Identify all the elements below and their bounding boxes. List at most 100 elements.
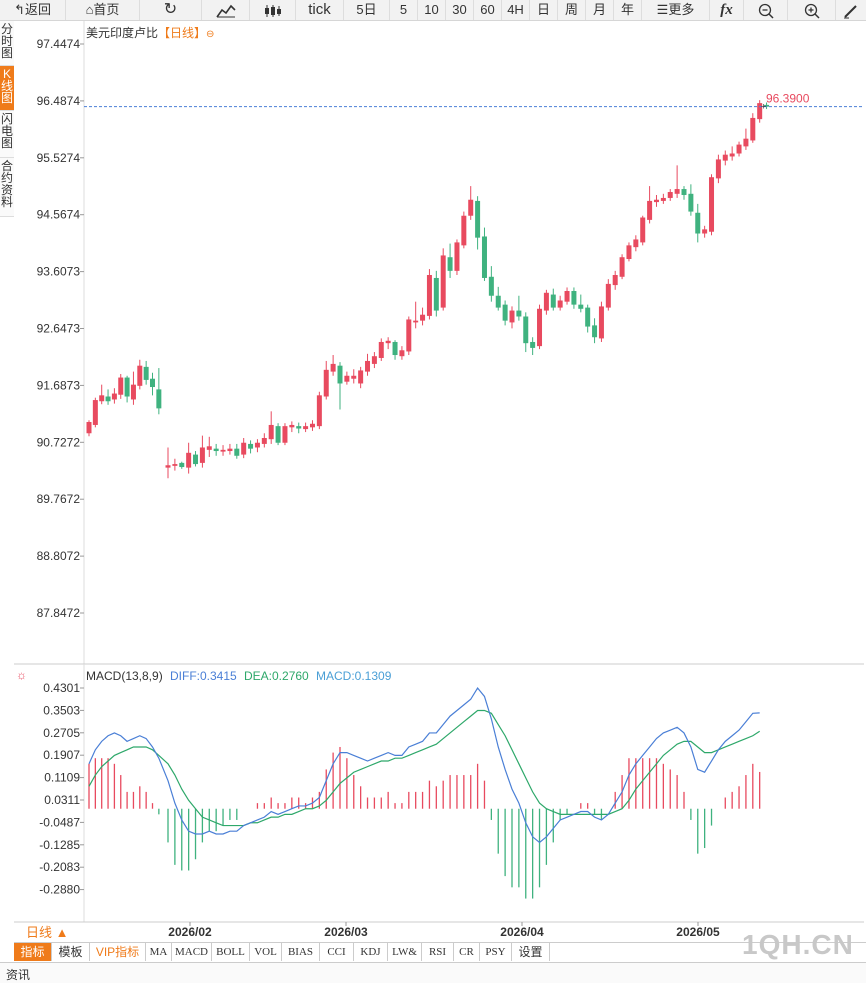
candle-body (92, 400, 98, 425)
candle-body (433, 277, 439, 311)
candle-body (722, 154, 728, 161)
nav-contract[interactable]: 合约资料 (0, 158, 14, 217)
period-month-button[interactable]: 月 (586, 0, 614, 20)
back-button[interactable]: ↰返回 (0, 0, 66, 20)
indicator-tab[interactable]: LW& (388, 943, 422, 961)
last-price-label: 96.3900 (766, 92, 810, 106)
period-select[interactable]: 日线 ▲ (14, 925, 84, 941)
candle-body (179, 462, 185, 468)
candle-body (99, 395, 105, 402)
candle-body (557, 300, 563, 308)
candle-chart-button[interactable] (250, 0, 296, 20)
indicator-tab[interactable]: 模板 (52, 943, 90, 961)
period-5-button[interactable]: 5 (390, 0, 418, 20)
refresh-button[interactable]: ↻ (140, 0, 202, 20)
candle-body (337, 365, 343, 384)
candle-body (454, 242, 460, 271)
footer: 资讯 1QH.CN (0, 929, 866, 983)
candle-body (365, 360, 371, 372)
indicator-tab-bar: 指标 模板 VIP指标 MA MACD BOLL VOL BIAS CCI KDJ LW& RSI CR… (14, 942, 866, 961)
candle-body (447, 257, 453, 271)
candle-body (420, 314, 426, 321)
nav-timeshare[interactable]: 分时图 (0, 21, 14, 66)
candle-body (105, 396, 111, 402)
home-icon: ⌂ (85, 2, 94, 17)
candle-body (399, 350, 405, 357)
period-10-button[interactable]: 10 (418, 0, 446, 20)
indicator-tab[interactable]: KDJ (354, 943, 388, 961)
indicator-tab[interactable]: PSY (480, 943, 512, 961)
candle-body (543, 292, 549, 311)
candle-body (729, 153, 735, 157)
indicator-tab[interactable]: BIAS (282, 943, 320, 961)
indicator-tab[interactable]: MACD (172, 943, 212, 961)
candle-body (261, 437, 267, 444)
period-year-button[interactable]: 年 (614, 0, 642, 20)
candle-body (124, 377, 130, 397)
refresh-icon: ↻ (163, 1, 178, 18)
nav-flash[interactable]: 闪电图 (0, 111, 14, 158)
indicator-tab[interactable]: CCI (320, 943, 354, 961)
candle-body (296, 426, 302, 429)
macd-tick-label: 0.0311 (44, 793, 80, 807)
candle-body (523, 316, 529, 344)
zoom-in-icon (804, 3, 820, 19)
macd-tick-label: 0.1907 (43, 748, 80, 762)
candle-body (660, 197, 666, 201)
formula-button[interactable]: fx (710, 0, 744, 20)
period-week-button[interactable]: 周 (558, 0, 586, 20)
price-tick-label: 88.8072 (37, 549, 81, 563)
five-day-button[interactable]: 5日 (344, 0, 390, 20)
zoom-out-icon (758, 3, 774, 19)
nav-kline[interactable]: K线图 (0, 66, 14, 111)
macd-tick-label: 0.1109 (44, 771, 80, 785)
candle-body (351, 375, 357, 379)
indicator-tab[interactable]: 设置 (512, 943, 550, 961)
zoom-in-button[interactable] (788, 0, 836, 20)
candle-body (598, 306, 604, 339)
line-chart-button[interactable] (202, 0, 250, 20)
indicator-tab[interactable]: MA (146, 943, 172, 961)
candle-body (743, 138, 749, 147)
news-tab[interactable]: 资讯 (6, 968, 31, 982)
indicator-tab[interactable]: RSI (422, 943, 454, 961)
home-button[interactable]: ⌂首页 (66, 0, 140, 20)
period-30-button[interactable]: 30 (446, 0, 474, 20)
candle-body (130, 384, 136, 400)
candle-body (227, 448, 233, 452)
macd-diff-value: DIFF:0.3415 (170, 669, 237, 683)
candle-body (344, 375, 350, 382)
period-60-button[interactable]: 60 (474, 0, 502, 20)
candle-body (406, 319, 412, 352)
zoom-out-button[interactable] (744, 0, 788, 20)
candle-body (440, 255, 446, 308)
candle-body (186, 452, 192, 468)
indicator-tab[interactable]: VOL (250, 943, 282, 961)
candle-body (248, 443, 254, 449)
macd-tick-label: -0.0487 (39, 815, 80, 829)
indicator-tab[interactable]: CR (454, 943, 480, 961)
period-4h-button[interactable]: 4H (502, 0, 530, 20)
candle-body (118, 377, 124, 395)
draw-button[interactable] (836, 0, 866, 20)
candle-body (309, 423, 315, 428)
macd-settings-icon[interactable]: ☼ (16, 668, 27, 682)
indicator-tab[interactable]: 指标 (14, 943, 52, 961)
indicator-tab[interactable]: VIP指标 (90, 943, 146, 961)
candle-body (316, 395, 322, 427)
more-button[interactable]: ☰更多 (642, 0, 710, 20)
price-tick-label: 97.4474 (37, 37, 81, 51)
indicator-tab[interactable]: BOLL (212, 943, 250, 961)
candle-body (323, 369, 329, 397)
settings-circle-icon[interactable]: ⊖ (206, 29, 215, 40)
candle-body (516, 310, 522, 317)
period-day-button[interactable]: 日 (530, 0, 558, 20)
candle-body (488, 276, 494, 296)
macd-label: MACD(13,8,9) (86, 669, 163, 683)
candle-body (371, 356, 377, 364)
candle-body (585, 307, 591, 327)
tick-button[interactable]: tick (296, 0, 344, 20)
candle-body (715, 159, 721, 179)
candle-body (653, 199, 659, 203)
